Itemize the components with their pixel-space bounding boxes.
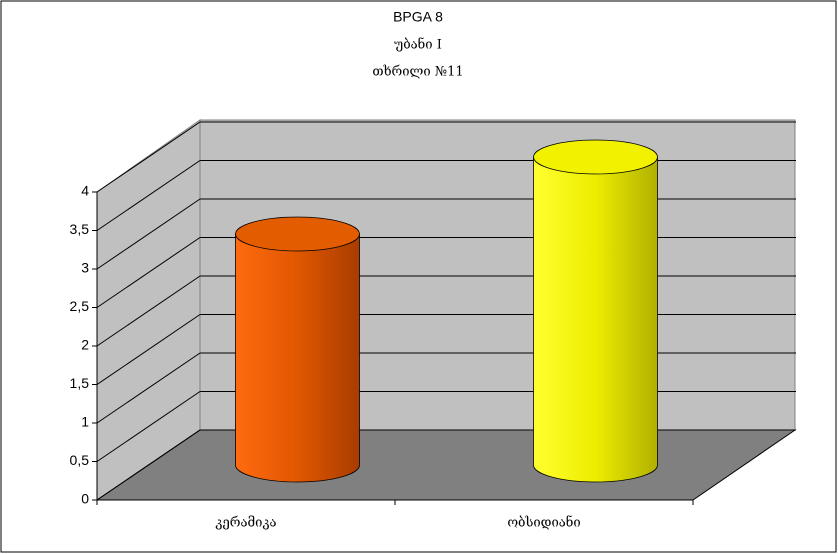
grid-line bbox=[96, 314, 201, 385]
y-tick-label: 2 bbox=[81, 337, 89, 353]
x-tick-label: კერამიკა bbox=[215, 516, 276, 531]
cylinder-top bbox=[533, 139, 658, 175]
grid-line bbox=[96, 237, 201, 308]
cylinder-body bbox=[235, 233, 360, 483]
chart-title: BPGA 8 bbox=[393, 9, 443, 25]
y-tick-label: 2,5 bbox=[70, 298, 90, 314]
cylinder-top bbox=[235, 216, 360, 252]
grid-line bbox=[96, 198, 201, 270]
y-tick-label: 3,5 bbox=[70, 221, 90, 237]
chart-subtitle: თხრილი №11 bbox=[372, 65, 463, 80]
y-tick-label: 1,5 bbox=[70, 375, 90, 391]
grid-line bbox=[96, 352, 201, 424]
y-tick-label: 3 bbox=[81, 260, 89, 276]
y-tick-label: 1 bbox=[81, 414, 89, 430]
grid-line bbox=[96, 160, 201, 231]
grid-line bbox=[96, 391, 201, 462]
y-tick-label: 0,5 bbox=[70, 452, 90, 468]
cylinder-body bbox=[533, 156, 658, 483]
x-tick-label: ობსიდიანი bbox=[507, 515, 580, 531]
grid-line bbox=[96, 121, 201, 193]
y-tick-label: 4 bbox=[81, 183, 89, 199]
y-tick-label: 0 bbox=[81, 491, 89, 507]
grid-line bbox=[96, 429, 201, 501]
chart-subtitle: უბანი I bbox=[394, 37, 442, 53]
grid-line bbox=[96, 275, 201, 347]
floor bbox=[95, 429, 797, 501]
